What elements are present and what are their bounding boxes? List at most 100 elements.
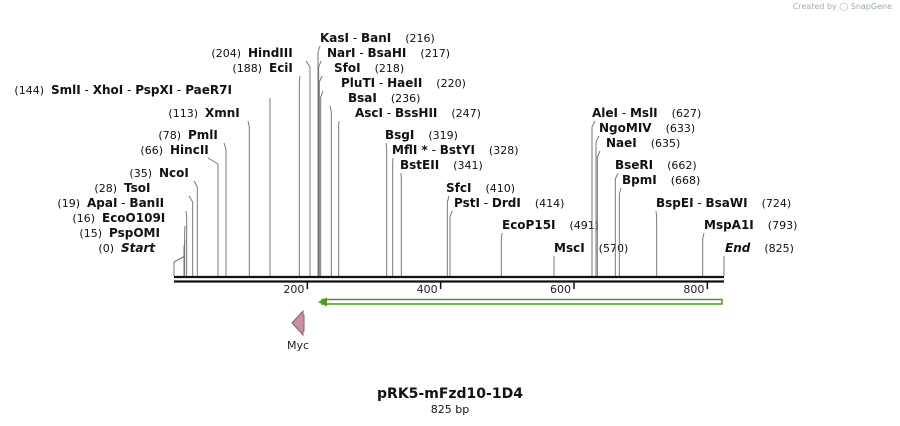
enzyme-name: BsaHI <box>368 46 407 60</box>
site-leader-line <box>591 120 596 128</box>
site-naei-position: (635) <box>651 137 681 150</box>
enzyme-name: BspEI <box>656 196 694 210</box>
site-ecoo109i-label: EcoO109I <box>102 211 165 225</box>
enzyme-name: SfcI <box>446 181 471 195</box>
enzyme-name: SfoI <box>334 61 361 75</box>
enzyme-name: Start <box>121 241 156 255</box>
site-psti-label: PstI - DrdI (414) <box>454 196 564 210</box>
site-leader-line <box>173 255 186 263</box>
enzyme-name: BseRI <box>615 158 653 172</box>
snapgene-logo-icon: ◯ <box>839 2 849 11</box>
site-leader-line <box>449 210 453 218</box>
site-bspei-position: (724) <box>762 197 792 210</box>
site-sfoi-label: SfoI (218) <box>334 61 404 75</box>
enzyme-name: PspXI <box>135 83 173 97</box>
site-ecop15i-label: EcoP15I (491) <box>502 218 599 232</box>
site-bpmi-label: BpmI (668) <box>622 173 700 187</box>
site-hindiii-position: (204) <box>211 47 241 60</box>
enzyme-name: BsaI <box>348 91 377 105</box>
feature-myc-arrow <box>291 309 305 337</box>
site-start-position: (0) <box>98 242 114 255</box>
enzyme-separator: - <box>356 46 368 60</box>
site-mfli-position: (328) <box>489 144 519 157</box>
enzyme-name: XmnI <box>205 106 240 120</box>
site-leader-line <box>298 75 301 83</box>
site-leader-line <box>320 90 324 98</box>
site-ecoo109i-position: (16) <box>72 212 95 225</box>
enzyme-name: NcoI <box>159 166 189 180</box>
site-hincii-position: (66) <box>140 144 163 157</box>
enzyme-name: BanII <box>129 196 164 210</box>
enzyme-name: SmlI <box>51 83 81 97</box>
site-leader-line <box>329 105 332 113</box>
site-tsoi-position: (28) <box>94 182 117 195</box>
enzyme-separator: - <box>428 143 440 157</box>
site-xmni-label: XmnI <box>205 106 240 120</box>
site-naei-label: NaeI (635) <box>606 136 680 150</box>
enzyme-name: BanI <box>361 31 391 45</box>
site-leader-line <box>188 195 194 203</box>
enzyme-name: MslI <box>630 106 658 120</box>
site-leader-line <box>318 75 323 83</box>
enzyme-name: AleI <box>592 106 618 120</box>
site-bsgi-label: BsgI (319) <box>385 128 458 142</box>
feature-arrow-shaft <box>321 298 723 305</box>
site-hincii-label: HincII <box>170 143 209 157</box>
site-kasi-label: KasI - BanI (216) <box>320 31 435 45</box>
site-ecop15i-position: (491) <box>570 219 600 232</box>
enzyme-name: TsoI <box>124 181 150 195</box>
enzyme-name: DrdI <box>492 196 521 210</box>
site-asci-label: AscI - BssHII (247) <box>355 106 481 120</box>
enzyme-name: BstYI <box>440 143 475 157</box>
credit-text: Created by <box>792 2 837 11</box>
enzyme-name: PspOMI <box>109 226 160 240</box>
enzyme-separator: - <box>123 83 135 97</box>
site-smli-label: SmlI - XhoI - PspXI - PaeR7I <box>51 83 232 97</box>
site-mspa1i-position: (793) <box>768 219 798 232</box>
site-end-label: End (825) <box>725 241 794 255</box>
enzyme-name: BsaWI <box>706 196 748 210</box>
site-leader-line <box>618 187 622 195</box>
enzyme-separator: - <box>173 83 185 97</box>
site-leader-line <box>500 232 503 240</box>
site-leader-line <box>223 142 227 150</box>
enzyme-name: BpmI <box>622 173 657 187</box>
enzyme-separator: - <box>375 76 387 90</box>
enzyme-name: EcoO109I <box>102 211 165 225</box>
enzyme-name: PaeR7I <box>185 83 232 97</box>
site-pspomi-position: (15) <box>79 227 102 240</box>
snapgene-credit: Created by ◯ SnapGene <box>793 2 892 11</box>
site-xmni-position: (113) <box>168 107 198 120</box>
enzyme-name: BssHII <box>395 106 437 120</box>
site-bsai-position: (236) <box>391 92 421 105</box>
site-leader-line <box>446 195 450 203</box>
site-mspa1i-label: MspA1I (793) <box>704 218 797 232</box>
enzyme-separator: - <box>618 106 630 120</box>
site-bsteii-label: BstEII (341) <box>400 158 483 172</box>
site-leader-line <box>614 172 619 180</box>
site-nari-position: (217) <box>420 47 450 60</box>
site-apai-label: ApaI - BanII <box>87 196 164 210</box>
site-pluti-label: PluTI - HaeII (220) <box>341 76 466 90</box>
enzyme-separator: - <box>117 196 129 210</box>
site-asci-position: (247) <box>451 107 481 120</box>
site-bseri-label: BseRI (662) <box>615 158 697 172</box>
enzyme-separator: - <box>694 196 706 210</box>
enzyme-name: BstEII <box>400 158 439 172</box>
site-end-position: (825) <box>764 242 794 255</box>
site-smli-position: (144) <box>14 84 44 97</box>
site-alei-label: AleI - MslI (627) <box>592 106 701 120</box>
enzyme-name: HincII <box>170 143 209 157</box>
site-pspomi-label: PspOMI <box>109 226 160 240</box>
site-apai-position: (19) <box>57 197 80 210</box>
site-pluti-position: (220) <box>436 77 466 90</box>
enzyme-name: MscI <box>554 241 585 255</box>
site-bsai-label: BsaI (236) <box>348 91 420 105</box>
map-length: 825 bp <box>430 403 470 416</box>
site-msci-label: MscI (570) <box>554 241 628 255</box>
site-bspei-label: BspEI - BsaWI (724) <box>656 196 791 210</box>
enzyme-name: HaeII <box>387 76 422 90</box>
site-bpmi-position: (668) <box>671 174 701 187</box>
site-ngomiv-label: NgoMIV (633) <box>599 121 695 135</box>
